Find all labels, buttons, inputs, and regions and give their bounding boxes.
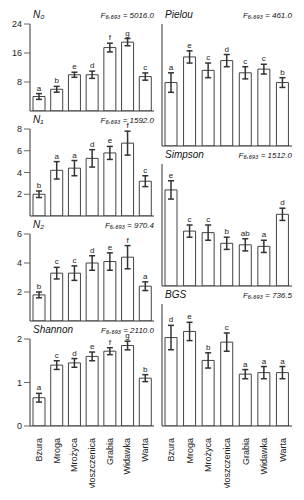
svg-text:b: b (54, 76, 59, 85)
svg-text:6: 6 (17, 146, 22, 156)
svg-text:d: d (90, 140, 94, 149)
svg-text:Moszczenica: Moszczenica (222, 438, 232, 488)
svg-text:c: c (55, 351, 59, 360)
svg-text:c: c (143, 166, 147, 175)
svg-text:d: d (72, 349, 76, 358)
svg-text:c: c (55, 257, 59, 266)
svg-text:c: c (206, 53, 210, 62)
svg-text:d: d (224, 45, 228, 54)
svg-text:2: 2 (17, 287, 22, 297)
svg-text:f: f (109, 33, 112, 42)
svg-text:Warta: Warta (140, 438, 150, 462)
svg-text:ab: ab (241, 229, 250, 238)
svg-text:1: 1 (17, 378, 22, 388)
svg-text:b: b (206, 343, 211, 352)
svg-text:c: c (72, 256, 76, 265)
svg-text:Mrożyca: Mrożyca (69, 438, 79, 472)
svg-text:Bzura: Bzura (166, 438, 176, 462)
svg-text:g: g (125, 29, 129, 38)
svg-text:b: b (143, 365, 148, 374)
svg-text:b: b (37, 181, 42, 190)
svg-text:a: a (169, 63, 174, 72)
svg-text:a: a (243, 360, 248, 369)
svg-text:4: 4 (17, 258, 22, 268)
svg-text:a: a (37, 383, 42, 392)
svg-text:Bzura: Bzura (34, 438, 44, 462)
svg-text:c: c (206, 215, 210, 224)
svg-text:8: 8 (17, 124, 22, 134)
svg-text:f: f (126, 236, 129, 245)
svg-text:e: e (108, 136, 113, 145)
svg-text:a: a (54, 152, 59, 161)
svg-text:d: d (90, 61, 94, 70)
svg-text:a: a (37, 84, 42, 93)
svg-text:16: 16 (12, 48, 22, 58)
svg-text:a: a (262, 357, 267, 366)
svg-text:c: c (225, 323, 229, 332)
svg-text:d: d (280, 198, 284, 207)
svg-text:a: a (72, 151, 77, 160)
svg-text:d: d (90, 246, 94, 255)
svg-text:e: e (90, 342, 95, 351)
svg-text:Mrożyca: Mrożyca (203, 438, 213, 472)
svg-text:2: 2 (17, 334, 22, 344)
svg-text:Grabia: Grabia (241, 438, 251, 465)
svg-text:c: c (243, 57, 247, 66)
svg-text:Moszczenica: Moszczenica (87, 438, 97, 488)
svg-text:a: a (262, 230, 267, 239)
svg-text:e: e (187, 312, 192, 321)
svg-text:a: a (143, 272, 148, 281)
svg-text:d: d (169, 315, 173, 324)
svg-text:a: a (280, 357, 285, 366)
svg-text:Mroga: Mroga (52, 438, 62, 464)
svg-text:b: b (224, 227, 229, 236)
svg-text:Widawka: Widawka (259, 438, 269, 475)
svg-text:b: b (280, 68, 285, 77)
svg-text:8: 8 (17, 77, 22, 87)
svg-text:4: 4 (17, 168, 22, 178)
svg-text:Widawka: Widawka (122, 438, 132, 475)
svg-text:Warta: Warta (278, 438, 288, 462)
svg-text:e: e (108, 243, 113, 252)
svg-text:24: 24 (12, 19, 22, 29)
svg-text:2: 2 (17, 189, 22, 199)
svg-text:0: 0 (17, 421, 22, 431)
svg-text:b: b (37, 282, 42, 291)
svg-text:c: c (143, 63, 147, 72)
svg-text:6: 6 (17, 229, 22, 239)
svg-text:f: f (109, 338, 112, 347)
svg-text:c: c (262, 54, 266, 63)
svg-text:e: e (169, 171, 174, 180)
svg-text:Mroga: Mroga (185, 438, 195, 464)
svg-text:e: e (187, 41, 192, 50)
svg-text:e: e (72, 62, 77, 71)
svg-text:Grabia: Grabia (105, 438, 115, 465)
svg-text:c: c (188, 215, 192, 224)
